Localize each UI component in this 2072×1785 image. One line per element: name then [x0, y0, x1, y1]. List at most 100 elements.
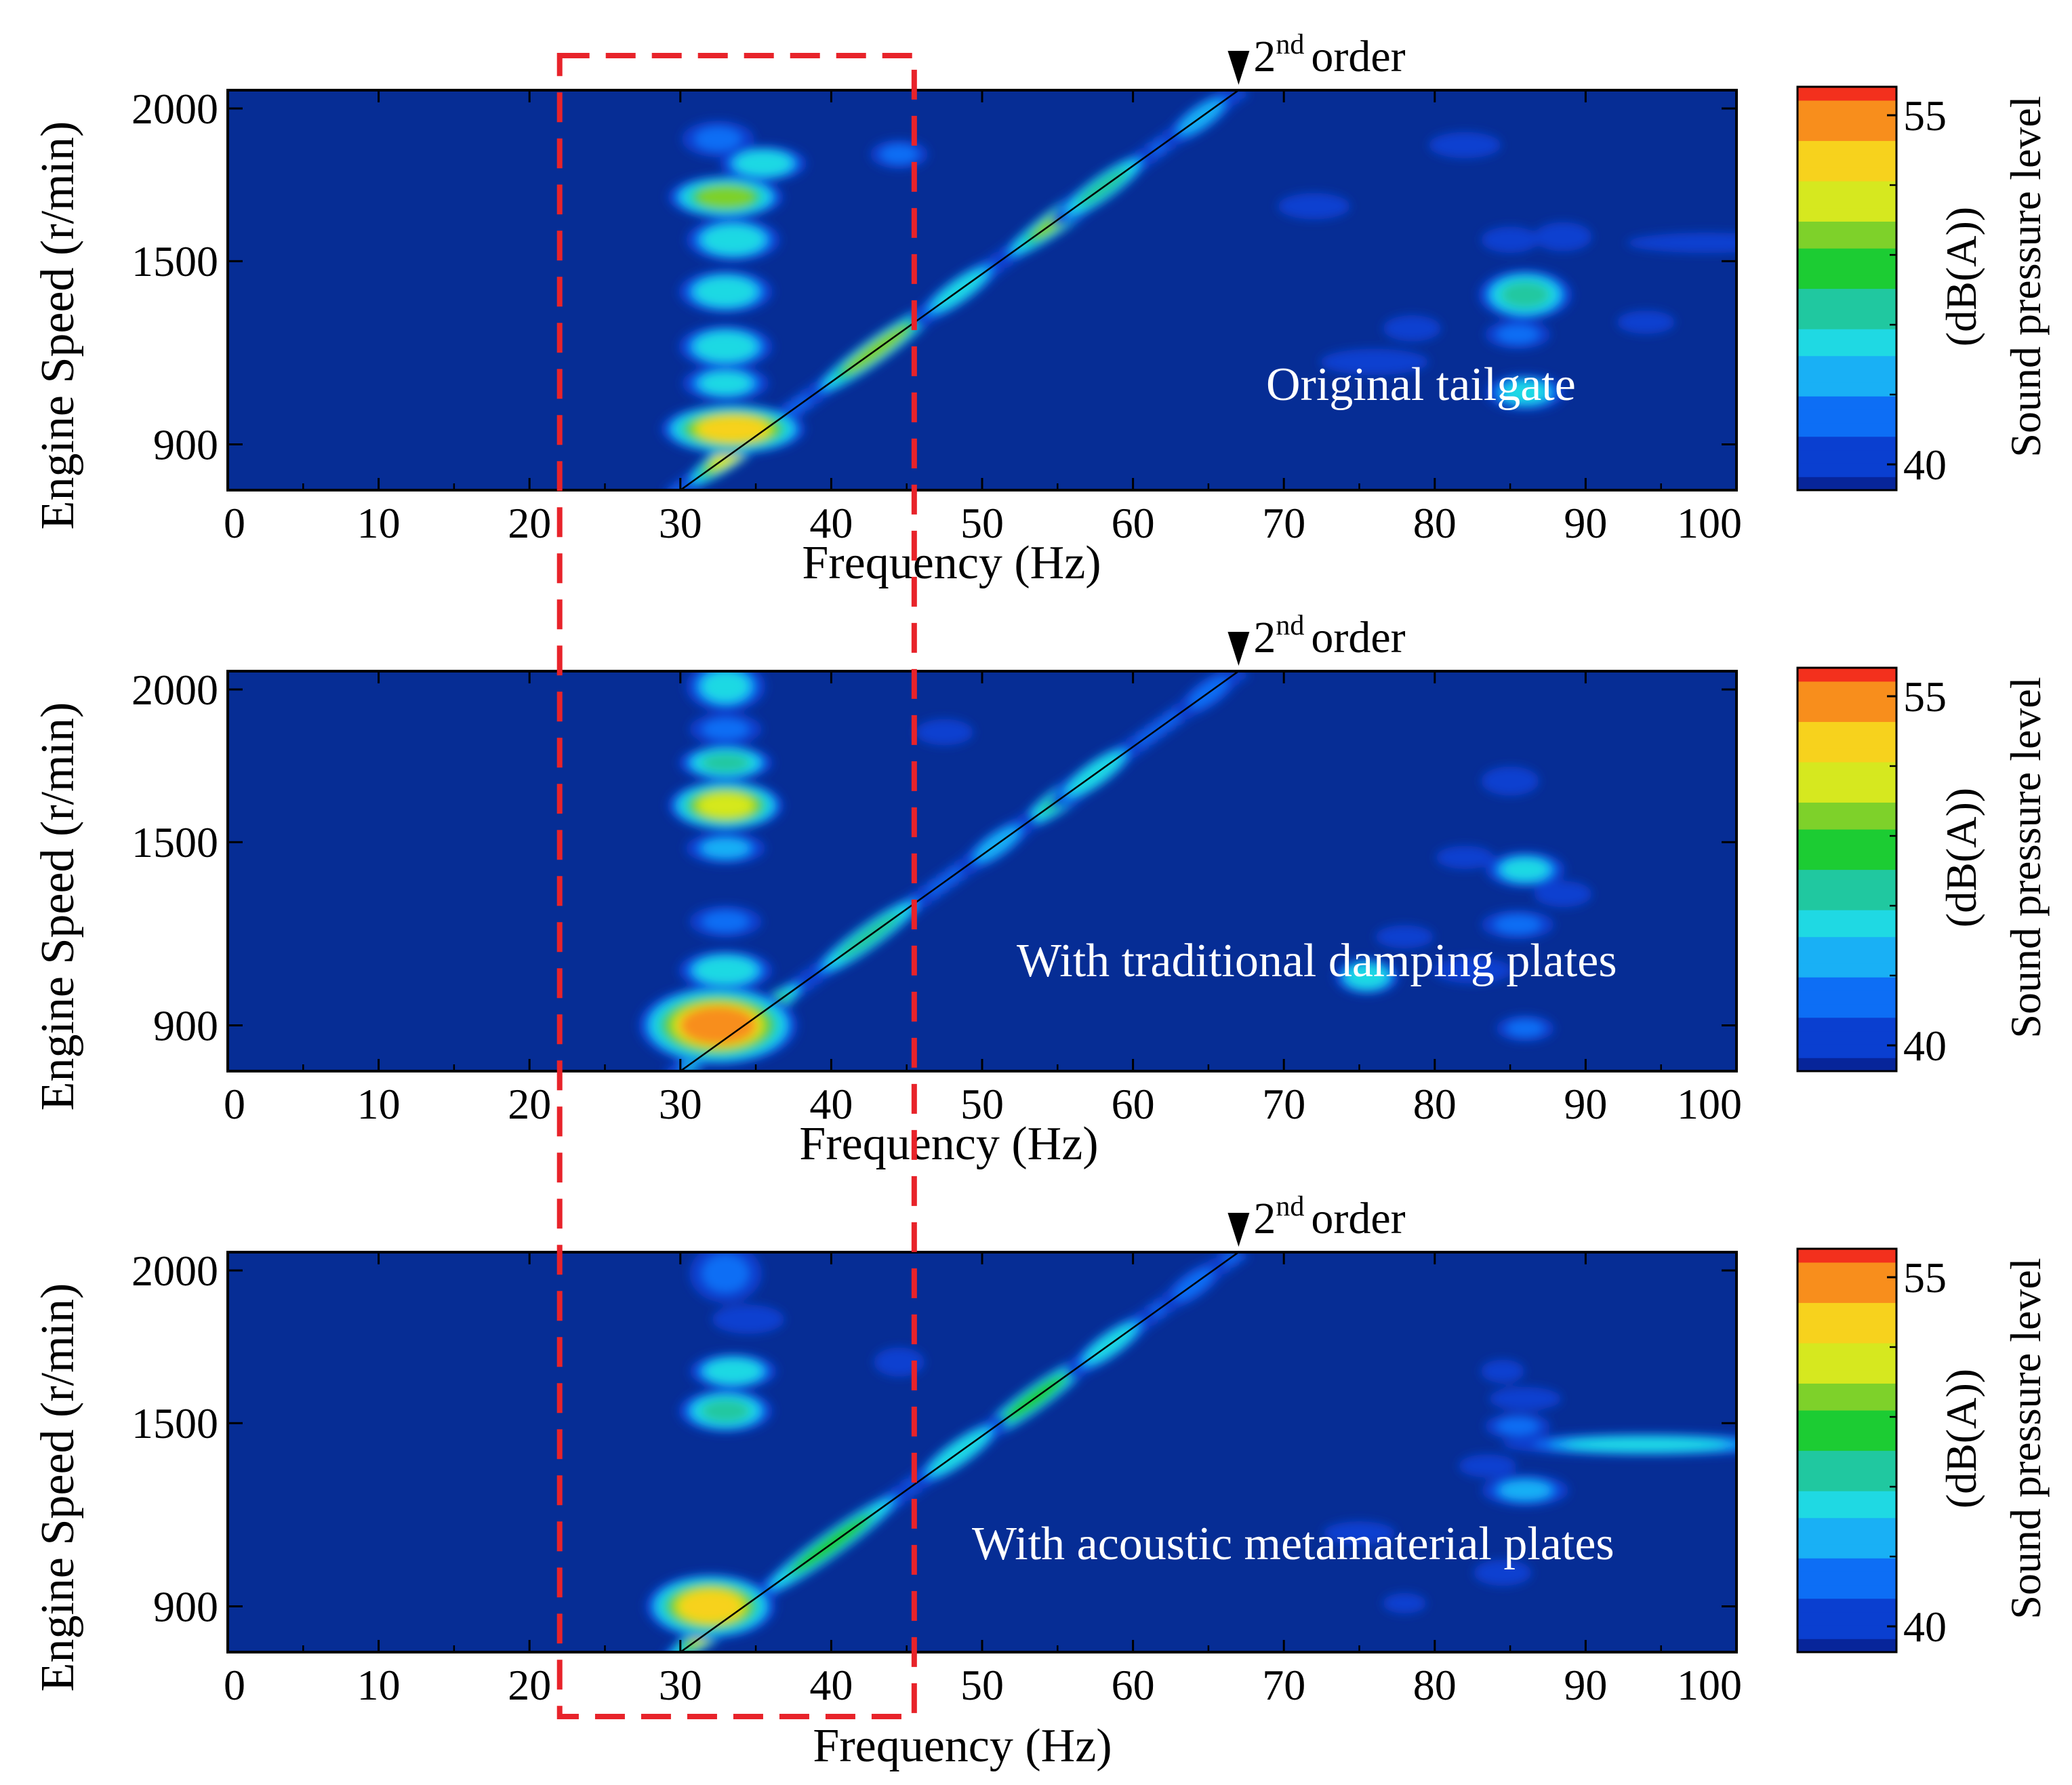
colorbar-swatch: [1797, 1598, 1896, 1613]
colorbar-swatch: [1797, 1437, 1896, 1451]
panel-acoustic-metamaterial: 0 10 20 30 40 50 60 70 80 90 100 900 1500 2000 With …: [32, 1191, 2050, 1772]
heat-spot: [710, 1361, 756, 1381]
colorbar-frame: [1796, 85, 1898, 492]
x-tick-label: 90: [1564, 499, 1607, 547]
colorbar-swatch: [1797, 923, 1896, 938]
x-tick-label: 50: [960, 1661, 1004, 1709]
colorbar-swatch: [1797, 449, 1896, 464]
colorbar-swatch: [1797, 315, 1896, 329]
x-tick-label: 90: [1564, 1661, 1607, 1709]
order-number: 2: [1253, 613, 1276, 662]
heat-spot: [1333, 1524, 1386, 1542]
colorbar-swatch: [1797, 842, 1896, 857]
colorbar-tick-label: 40: [1903, 441, 1947, 489]
order-label: 2nd order: [1253, 1191, 1405, 1243]
panel-traditional-damping: 0 10 20 30 40 50 60 70 80 90 100 900 1500 2000 With …: [32, 610, 2050, 1170]
x-tick-label: 50: [960, 499, 1004, 547]
plot-background: [228, 671, 1736, 1071]
colorbar-swatch: [1797, 275, 1896, 289]
colorbar-swatch: [1797, 409, 1896, 424]
heat-spot: [1334, 352, 1415, 372]
panel-annotation: With traditional damping plates: [1017, 935, 1617, 987]
heat-spot: [1438, 135, 1492, 155]
colorbar-swatch: [1797, 721, 1896, 736]
y-axis: 900 1500 2000: [131, 85, 1736, 468]
colorbar-swatch: [1797, 127, 1896, 141]
x-tick-label: 100: [1677, 499, 1742, 547]
colorbar-swatch: [1797, 1058, 1896, 1072]
heat-spot: [708, 228, 758, 252]
order-superscript: nd: [1276, 610, 1304, 641]
heat-spot: [1541, 226, 1585, 248]
colorbar-swatch: [1797, 694, 1896, 709]
colorbar-swatch: [1797, 1410, 1896, 1424]
colorbar-swatch: [1797, 802, 1896, 816]
heat-spot: [1481, 1563, 1524, 1583]
colorbar-swatch: [1797, 369, 1896, 383]
heat-spot: [1443, 849, 1486, 866]
colorbar-swatch: [1797, 1003, 1896, 1018]
heat-spot: [1466, 1457, 1509, 1475]
x-tick-label: 100: [1677, 1661, 1742, 1709]
order-word: order: [1311, 1194, 1405, 1243]
heat-spot: [922, 722, 966, 742]
x-tick-label: 90: [1564, 1080, 1607, 1128]
panel-annotation: With acoustic metamaterial plates: [972, 1518, 1614, 1570]
heat-spot: [1499, 1481, 1551, 1500]
colorbar-tick-label: 40: [1903, 1022, 1947, 1070]
y-tick-label: 900: [153, 1582, 218, 1630]
x-tick-label: 70: [1262, 1080, 1305, 1128]
heat-spot: [1507, 1020, 1544, 1037]
colorbar-swatch: [1797, 194, 1896, 209]
colorbar: 40 55 (dB(A)) Sound pressure level: [1796, 85, 2050, 492]
colorbar-swatch: [1797, 1571, 1896, 1586]
x-tick-label: 0: [224, 499, 245, 547]
colorbar-swatch: [1797, 883, 1896, 897]
colorbar-swatch: [1797, 1464, 1896, 1478]
colorbar-swatch: [1797, 329, 1896, 343]
heat-spot: [702, 911, 749, 932]
x-tick-label: 20: [508, 1661, 551, 1709]
order-number: 2: [1253, 1194, 1276, 1243]
x-axis: 0 10 20 30 40 50 60 70 80 90 100: [224, 671, 1742, 1128]
colorbar-swatch: [1797, 100, 1896, 115]
x-axis-label: Frequency (Hz): [813, 1720, 1112, 1772]
y-tick-label: 2000: [131, 666, 218, 714]
plot-background: [228, 1252, 1736, 1652]
heat-spot: [1648, 235, 1736, 251]
colorbar-swatch: [1797, 113, 1896, 128]
colorbar-swatch: [1797, 396, 1896, 410]
colorbar-swatch: [1797, 1558, 1896, 1572]
colorbar-swatch: [1797, 154, 1896, 168]
colorbar-swatch: [1797, 436, 1896, 451]
colorbar-swatch: [1797, 708, 1896, 722]
colorbar-swatch: [1797, 180, 1896, 195]
colorbar-swatch: [1797, 816, 1896, 830]
x-tick-label: 60: [1112, 1080, 1155, 1128]
colorbar-swatch: [1797, 1275, 1896, 1290]
colorbar-swatch: [1797, 288, 1896, 302]
colorbar-swatch: [1797, 963, 1896, 978]
order-line-group: [680, 1252, 1240, 1652]
heat-spot: [697, 186, 754, 208]
colorbar-swatch: [1797, 829, 1896, 843]
order-line-group: [680, 671, 1240, 1071]
colorbar-swatch: [1797, 167, 1896, 182]
colorbar-swatch: [1797, 342, 1896, 357]
colorbar-tick-label: 40: [1903, 1603, 1947, 1651]
heat-spot: [1388, 1595, 1421, 1611]
highlight-box: [556, 53, 917, 1719]
order-triangle-icon: [1227, 51, 1250, 85]
x-tick-label: 80: [1413, 1080, 1457, 1128]
order-word: order: [1311, 613, 1405, 662]
order-triangle-icon: [1227, 1213, 1250, 1247]
colorbar-swatch: [1797, 681, 1896, 696]
x-tick-label: 100: [1677, 1080, 1742, 1128]
colorbar-swatch: [1797, 990, 1896, 1005]
colorbar-swatch: [1797, 748, 1896, 763]
heat-spot: [1499, 1390, 1552, 1407]
x-tick-label: 20: [508, 1080, 551, 1128]
order-line: [680, 90, 1240, 490]
colorbar-swatch: [1797, 1383, 1896, 1397]
colorbar-swatch: [1797, 87, 1896, 101]
